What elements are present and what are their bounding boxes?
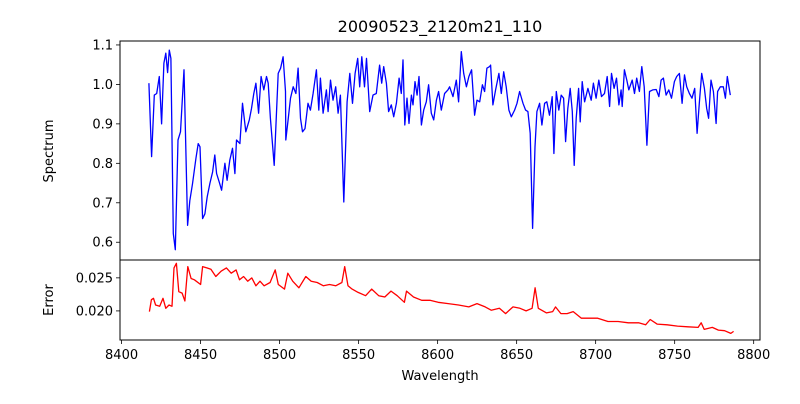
spectrum-y-tick-label: 1.1 — [92, 38, 113, 53]
error-y-tick-label: 0.025 — [76, 271, 113, 286]
error-x-tick-label: 8750 — [658, 348, 691, 363]
error-x-tick-label: 8600 — [421, 348, 454, 363]
spectrum-spectrum-line — [148, 49, 731, 251]
spectrum-frame — [119, 40, 761, 261]
spectrum-y-tick-label: 1.0 — [92, 78, 113, 93]
spectrum-y-tick-label: 0.6 — [92, 236, 113, 251]
x-axis-label: Wavelength — [401, 369, 478, 384]
error-error-line — [148, 262, 734, 335]
error-x-tick-label: 8500 — [263, 348, 296, 363]
chart-title: 20090523_2120m21_110 — [338, 17, 543, 37]
spectrum-y-label: Spectrum — [42, 120, 57, 183]
error-axes: 0.020 0.025 8400 8450 8500 8550 8600 8650 8700 87… — [76, 259, 770, 363]
error-y-label: Error — [42, 284, 57, 316]
spectrum-y-tick-label: 0.8 — [92, 157, 113, 172]
spectrum-y-tick-label: 0.7 — [92, 196, 113, 211]
error-x-tick-label: 8550 — [342, 348, 375, 363]
spectrum-axes: 0.6 0.7 0.8 0.9 1.0 1.1 — [92, 38, 761, 261]
error-x-tick-label: 8650 — [500, 348, 533, 363]
error-x-tick-label: 8450 — [184, 348, 217, 363]
error-frame — [119, 259, 761, 341]
error-x-tick-label: 8700 — [579, 348, 612, 363]
error-x-tick-label: 8800 — [737, 348, 770, 363]
error-y-tick-label: 0.020 — [76, 304, 113, 319]
spectrum-y-tick-label: 0.9 — [92, 117, 113, 132]
error-x-tick-label: 8400 — [105, 348, 138, 363]
